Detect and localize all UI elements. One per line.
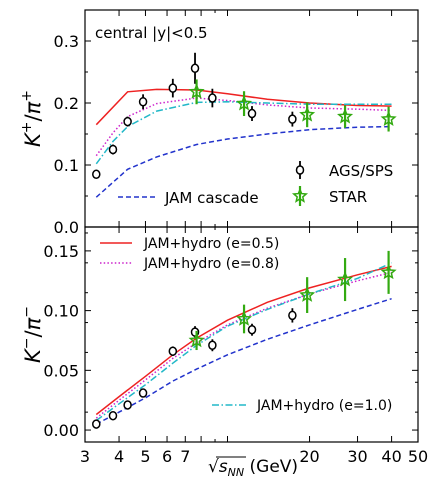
legend-label: STAR (329, 188, 367, 206)
x-tick-label: 50 (408, 447, 428, 466)
y-label-part: K (21, 347, 45, 363)
x-tick-label: 7 (180, 447, 190, 466)
data-point-circle (92, 419, 101, 429)
data-point-circle (168, 346, 178, 356)
y-label-part: K (21, 131, 45, 147)
x-axis-label: √sNN (GeV) (208, 457, 298, 479)
legend-label: JAM cascade (164, 189, 259, 207)
y-label-part: + (19, 121, 35, 133)
y-tick-label: 0.05 (43, 361, 79, 380)
legend-star-marker (291, 187, 309, 203)
y-label-part: + (19, 90, 35, 102)
data-point-circle (208, 93, 217, 103)
series-line-dashdot (95, 262, 392, 422)
y-tick-label: 0.2 (54, 94, 79, 113)
data-point-star (380, 110, 397, 127)
x-tick-label: 40 (381, 447, 401, 466)
series-line-dashed (95, 125, 392, 198)
data-point-circle (288, 114, 297, 124)
x-tick-label: 4 (114, 447, 124, 466)
legend-label: JAM+hydro (e=0.8) (143, 256, 279, 272)
y-tick-label: 0.10 (43, 302, 79, 321)
legend-label: JAM+hydro (e=0.5) (143, 236, 279, 252)
plot-frame (84, 226, 419, 443)
data-point-star (299, 106, 316, 122)
x-label-part: √ (208, 457, 219, 477)
data-point-circle (247, 108, 257, 119)
data-point-circle (108, 144, 118, 155)
data-point-star (236, 95, 253, 111)
y-tick-label: 0.15 (43, 242, 79, 261)
x-tick-label: 3 (80, 447, 90, 466)
series-line-solid (95, 265, 392, 416)
legend-circle-marker (295, 165, 305, 175)
y-label-part: − (19, 337, 35, 349)
data-point-star (337, 108, 354, 124)
y-label-part: / (21, 329, 45, 337)
x-tick-label: 30 (347, 447, 367, 466)
data-point-star (380, 263, 397, 280)
data-point-circle (92, 169, 101, 180)
y-label-part: π (21, 101, 45, 114)
data-point-star (188, 332, 205, 348)
y-tick-label: 0.1 (54, 156, 79, 175)
data-point-circle (247, 324, 257, 335)
y-tick-label: 0.00 (43, 421, 79, 440)
data-point-circle (108, 410, 118, 421)
data-point-circle (208, 340, 217, 350)
series-line-dotted (95, 271, 392, 419)
x-label-part: (GeV) (244, 457, 298, 477)
x-label-part: NN (228, 466, 244, 479)
data-point-circle (123, 116, 132, 127)
y-label-part: − (19, 306, 35, 318)
y-tick-label: 0.0 (54, 218, 79, 237)
data-point-circle (138, 388, 148, 398)
y-axis-label: K+/π+ (19, 90, 45, 147)
data-point-circle (190, 63, 200, 74)
y-label-part: π (21, 317, 45, 330)
y-label-part: / (21, 113, 45, 121)
legend-label: JAM+hydro (e=1.0) (256, 398, 392, 414)
data-point-star (337, 271, 354, 287)
data-point-circle (168, 83, 178, 93)
series-line-dashed (95, 297, 392, 425)
x-tick-label: 20 (299, 447, 319, 466)
y-tick-label: 0.3 (54, 32, 79, 51)
x-tick-label: 5 (140, 447, 150, 466)
data-point-star (188, 83, 205, 99)
data-point-circle (288, 310, 297, 321)
data-point-star (299, 286, 316, 302)
x-label-part: s (219, 457, 228, 477)
x-tick-label: 6 (162, 447, 172, 466)
data-point-circle (123, 400, 132, 410)
annotation-label: central |y|<0.5 (95, 24, 208, 42)
y-axis-label: K−/π− (19, 306, 45, 363)
data-point-star (236, 310, 253, 326)
legend-label: AGS/SPS (329, 162, 393, 180)
data-point-circle (138, 97, 148, 107)
panel-bottom: 0.000.050.100.15K−/π−JAM+hydro (e=0.5)JA… (19, 226, 419, 443)
